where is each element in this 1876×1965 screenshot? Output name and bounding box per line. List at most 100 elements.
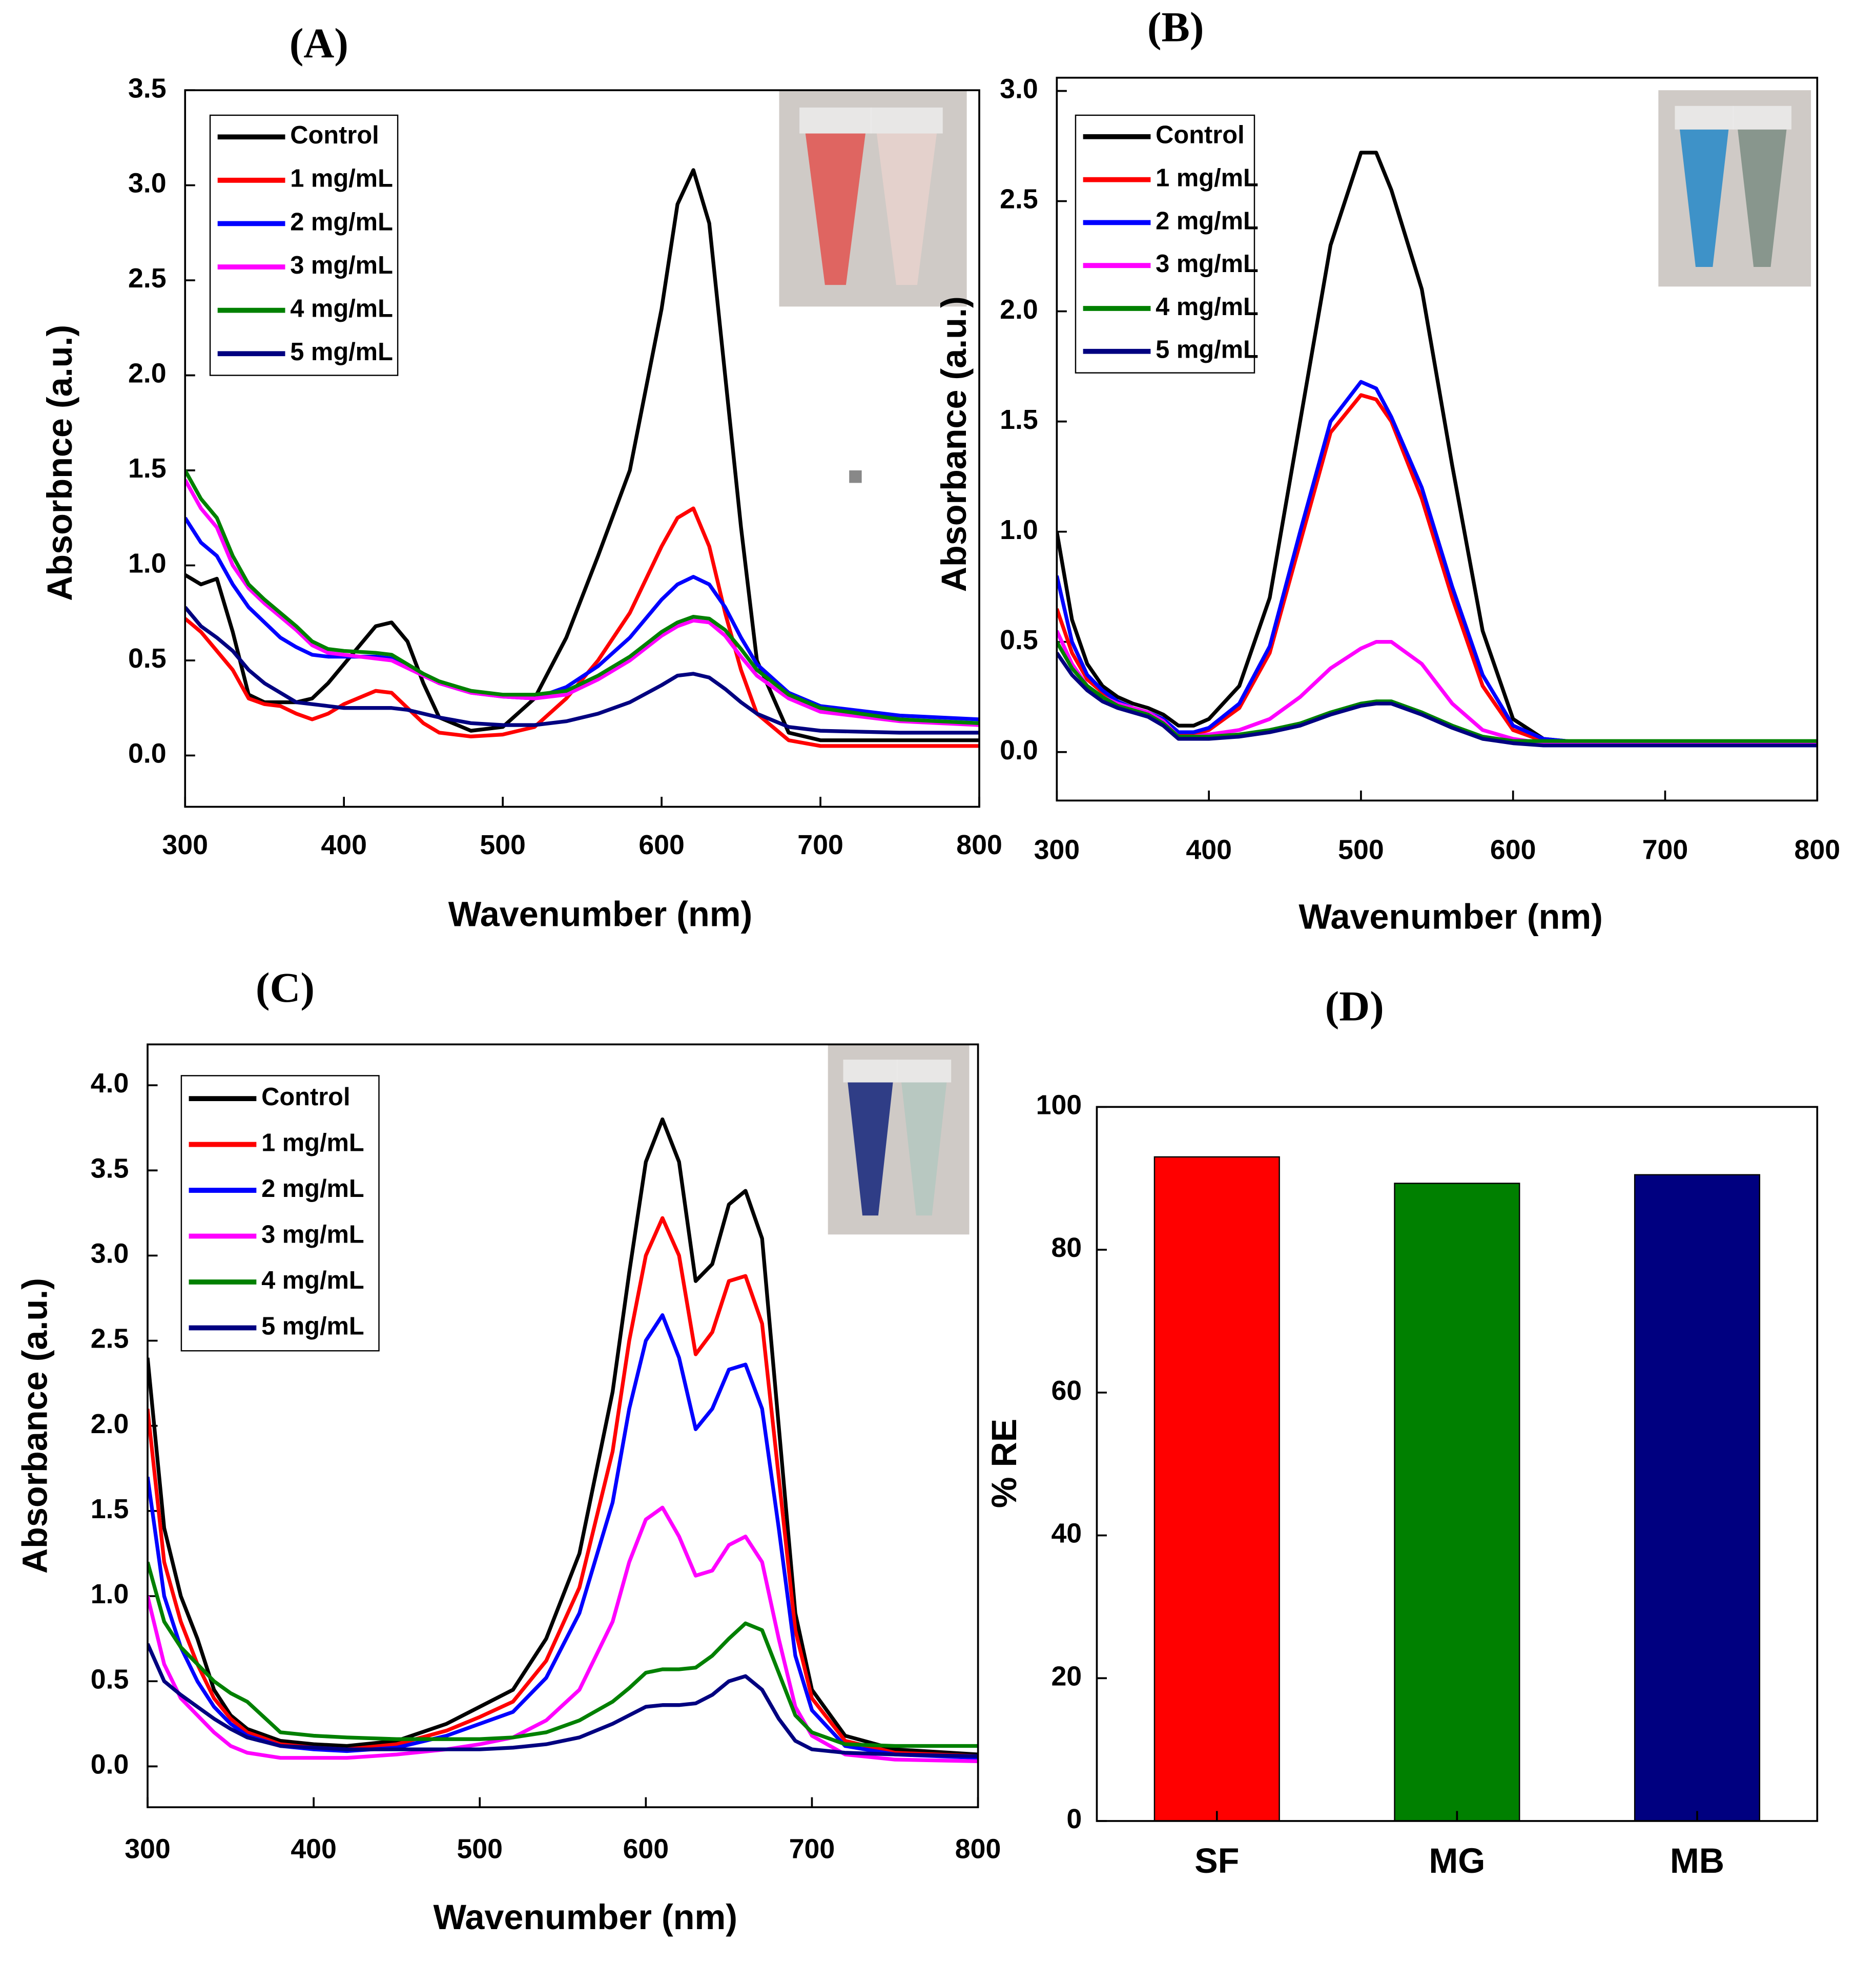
legend-label: 1 mg/mL xyxy=(290,165,393,193)
legend-box xyxy=(209,114,399,376)
x-tick-label: 600 xyxy=(638,830,685,860)
legend-label: 5 mg/mL xyxy=(1156,336,1259,364)
series-line xyxy=(1057,652,1818,748)
x-tick-label: 800 xyxy=(956,830,1002,860)
legend-label: 3 mg/mL xyxy=(1156,250,1259,278)
bar xyxy=(1394,1183,1520,1822)
y-tick-label: 4.0 xyxy=(91,1068,129,1099)
plot-frame xyxy=(147,1043,979,1808)
tube-cap xyxy=(1675,106,1734,130)
y-tick-label: 1.0 xyxy=(91,1579,129,1609)
x-tick-label: 300 xyxy=(1034,835,1080,865)
legend-label: 4 mg/mL xyxy=(1156,293,1259,321)
tube xyxy=(1738,129,1787,267)
legend-label: 2 mg/mL xyxy=(1156,207,1259,235)
series-line xyxy=(185,606,980,735)
legend-label: Control xyxy=(261,1083,350,1111)
x-tick-label: 500 xyxy=(457,1834,503,1865)
legend-box xyxy=(1075,114,1255,374)
panel: (B) Absorbance (a.u.) Wavenumber (nm) 0.0 0.… xyxy=(935,3,1840,936)
panel-title: (C) xyxy=(256,964,315,1011)
y-tick-label: 1.0 xyxy=(1000,514,1038,545)
plot-frame xyxy=(1096,1106,1819,1822)
series-line xyxy=(1057,630,1818,746)
y-tick-label: 1.5 xyxy=(1000,404,1038,435)
series-line xyxy=(147,1505,978,1764)
series-line xyxy=(1057,393,1818,746)
y-tick-label: 3.5 xyxy=(128,73,167,104)
series-line xyxy=(1057,380,1818,746)
plot-frame xyxy=(184,89,980,808)
x-tick-label: 400 xyxy=(291,1834,337,1865)
panel-title: (D) xyxy=(1325,982,1384,1029)
legend-label: 2 mg/mL xyxy=(261,1175,364,1203)
x-tick-label: 600 xyxy=(1490,835,1536,865)
x-tick-label: 700 xyxy=(797,830,843,860)
y-tick-label: 0.0 xyxy=(91,1749,129,1780)
tube-cap xyxy=(799,107,872,134)
y-axis-title: Absorbance (a.u.) xyxy=(935,296,974,592)
marker-dot xyxy=(849,470,862,483)
y-tick-label: 0.0 xyxy=(128,738,167,769)
y-tick-label: 40 xyxy=(1051,1518,1082,1549)
panel-title: (A) xyxy=(290,19,348,67)
x-tick-label: 600 xyxy=(623,1834,669,1865)
x-tick-label: 500 xyxy=(480,830,526,860)
y-tick-label: 100 xyxy=(1036,1090,1082,1121)
series-line xyxy=(147,1643,978,1759)
x-tick-label: SF xyxy=(1194,1842,1239,1880)
x-axis-title: Wavenumber (nm) xyxy=(448,895,753,934)
x-tick-label: 400 xyxy=(321,830,367,860)
tube xyxy=(1680,129,1729,267)
y-tick-label: 1.5 xyxy=(128,453,167,484)
x-tick-label: 300 xyxy=(125,1834,171,1865)
legend-label: 3 mg/mL xyxy=(261,1221,364,1248)
legend-label: 3 mg/mL xyxy=(290,252,393,279)
series-line xyxy=(1057,640,1818,743)
plot-frame xyxy=(1056,76,1819,802)
x-tick-label: 800 xyxy=(1794,835,1840,865)
bar xyxy=(1153,1156,1280,1822)
series-line xyxy=(185,469,980,726)
y-tick-label: 2.0 xyxy=(91,1409,129,1439)
legend-label: 4 mg/mL xyxy=(290,295,393,323)
y-tick-label: 3.0 xyxy=(128,168,167,199)
panel: (C) Absorbance (a.u.) Wavenumber (nm) 0.0 0.… xyxy=(15,964,1001,1937)
series-line xyxy=(147,1117,978,1756)
y-tick-label: 2.5 xyxy=(128,263,167,294)
y-tick-label: 2.0 xyxy=(1000,294,1038,325)
series-line xyxy=(185,168,980,742)
y-tick-label: 2.5 xyxy=(91,1323,129,1354)
series-line xyxy=(147,1561,978,1748)
y-tick-label: 3.5 xyxy=(91,1153,129,1184)
y-tick-label: 2.5 xyxy=(1000,184,1038,215)
tube xyxy=(848,1082,893,1216)
y-axis-title: Absorbance (a.u.) xyxy=(15,1278,54,1574)
y-tick-label: 0.5 xyxy=(128,643,167,674)
y-axis-title: % RE xyxy=(985,1419,1024,1508)
legend-label: 4 mg/mL xyxy=(261,1267,364,1294)
x-axis-title: Wavenumber (nm) xyxy=(1298,897,1603,936)
tube-cap xyxy=(843,1059,898,1083)
y-tick-label: 60 xyxy=(1051,1375,1082,1406)
legend-label: 2 mg/mL xyxy=(290,208,393,236)
y-tick-label: 0.5 xyxy=(91,1664,129,1694)
y-tick-label: 20 xyxy=(1051,1661,1082,1691)
x-tick-label: 700 xyxy=(789,1834,835,1865)
tube-cap xyxy=(871,107,943,134)
series-line xyxy=(1057,151,1818,746)
x-tick-label: 800 xyxy=(955,1834,1001,1865)
tube-cap xyxy=(1733,106,1791,130)
x-tick-label: MB xyxy=(1670,1842,1724,1880)
series-line xyxy=(185,516,980,721)
legend-label: 1 mg/mL xyxy=(261,1129,364,1156)
y-tick-label: 0 xyxy=(1066,1804,1082,1834)
panel: (A) Absorbnce (a.u.) Wavenumber (nm) 0.0 0.5… xyxy=(40,19,1002,934)
y-tick-label: 2.0 xyxy=(128,358,167,389)
y-tick-label: 3.0 xyxy=(91,1238,129,1269)
legend-label: 5 mg/mL xyxy=(261,1312,364,1340)
series-line xyxy=(147,1216,978,1759)
y-axis-title: Absorbnce (a.u.) xyxy=(40,325,79,601)
